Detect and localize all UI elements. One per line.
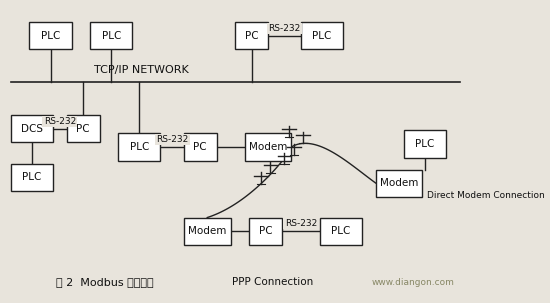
FancyBboxPatch shape [11,164,53,191]
Text: PLC: PLC [102,31,121,41]
FancyBboxPatch shape [404,131,446,158]
Text: PLC: PLC [41,31,60,41]
Text: RS-232: RS-232 [44,117,76,126]
Text: 图 2  Modbus 应用示例: 图 2 Modbus 应用示例 [56,277,153,287]
FancyBboxPatch shape [30,22,72,49]
FancyBboxPatch shape [118,134,161,161]
Text: PC: PC [259,226,273,236]
Text: PC: PC [194,142,207,152]
Text: PLC: PLC [312,31,332,41]
Text: TCP/IP NETWORK: TCP/IP NETWORK [95,65,189,75]
FancyBboxPatch shape [245,134,292,161]
Text: PC: PC [76,124,90,134]
Text: PLC: PLC [22,172,41,182]
FancyBboxPatch shape [184,218,230,245]
Text: DCS: DCS [21,124,43,134]
Text: PLC: PLC [331,226,350,236]
FancyBboxPatch shape [301,22,343,49]
FancyBboxPatch shape [249,218,282,245]
Text: Modem: Modem [249,142,287,152]
Text: PLC: PLC [130,142,149,152]
FancyBboxPatch shape [67,115,100,142]
FancyBboxPatch shape [11,115,53,142]
Text: RS-232: RS-232 [285,219,317,228]
Text: PC: PC [245,31,258,41]
FancyBboxPatch shape [376,169,422,197]
FancyBboxPatch shape [90,22,133,49]
Text: www.diangon.com: www.diangon.com [372,278,454,287]
Text: PLC: PLC [415,139,434,149]
Text: Modem: Modem [380,178,418,188]
FancyBboxPatch shape [235,22,268,49]
Text: Direct Modem Connection: Direct Modem Connection [427,191,545,200]
Text: PPP Connection: PPP Connection [232,277,314,287]
FancyBboxPatch shape [320,218,361,245]
Text: RS-232: RS-232 [156,135,188,144]
FancyBboxPatch shape [184,134,217,161]
Text: Modem: Modem [188,226,227,236]
Text: RS-232: RS-232 [268,24,300,33]
